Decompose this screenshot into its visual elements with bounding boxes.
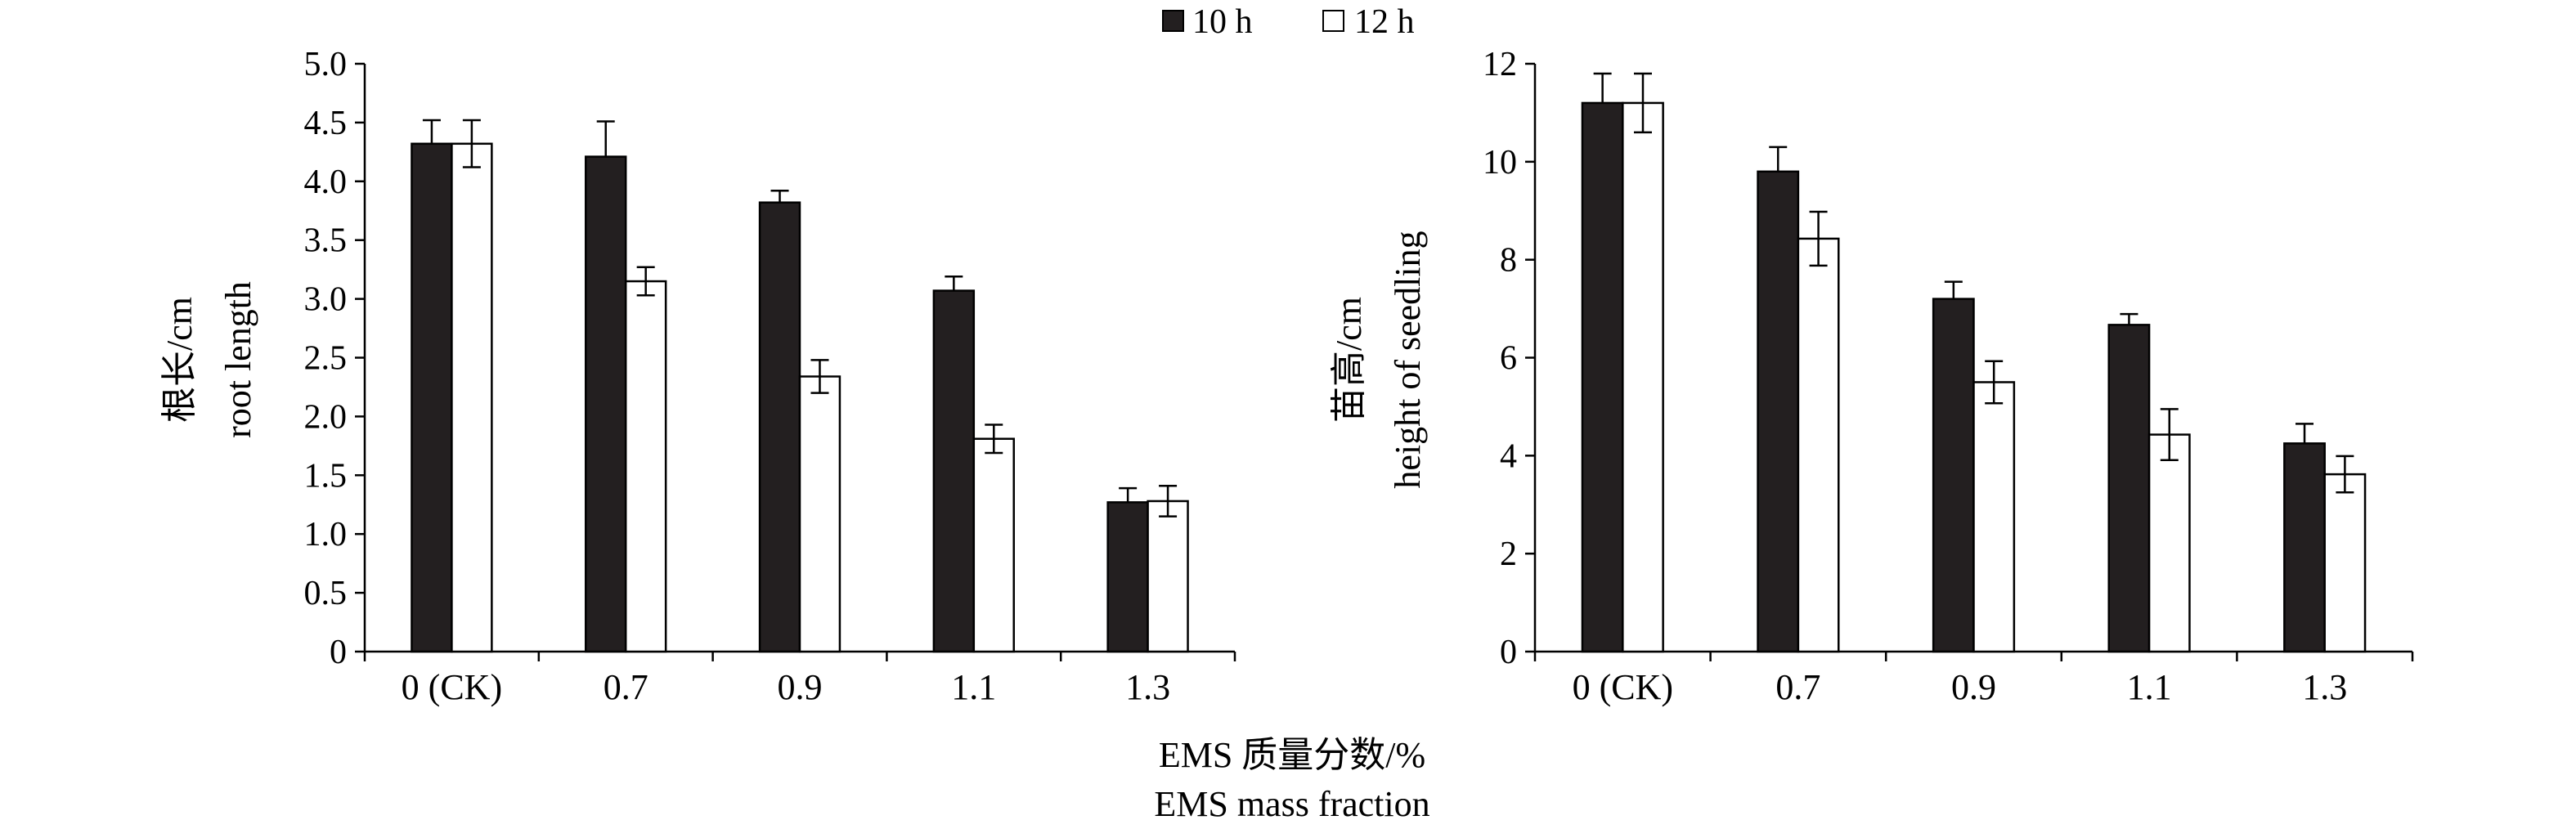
bar-12h xyxy=(798,375,841,653)
bar-12h xyxy=(451,142,493,653)
y-tick-label: 1.5 xyxy=(304,457,348,495)
bar-12h xyxy=(1972,381,2016,653)
bar-10h xyxy=(585,155,627,653)
bar-12h xyxy=(624,280,667,653)
bar-12h xyxy=(1147,500,1189,653)
bar-12h xyxy=(1622,101,1664,653)
y-tick-label: 4.0 xyxy=(304,164,348,201)
bar-10h xyxy=(758,201,801,653)
x-tick-label: 1.3 xyxy=(1125,667,1170,707)
bar-12h xyxy=(1797,237,1840,653)
y-tick-label: 6 xyxy=(1500,340,1517,378)
y-tick-label: 3.0 xyxy=(304,281,348,319)
bar-12h xyxy=(2147,433,2191,653)
y-tick-label: 5.0 xyxy=(304,46,348,83)
x-tick-label: 0.7 xyxy=(1775,667,1820,707)
y-tick-label: 2.0 xyxy=(304,398,348,436)
x-axis-label-en: EMS mass fraction xyxy=(1154,784,1429,824)
bar-10h xyxy=(1757,170,1800,653)
y-tick-label: 2.5 xyxy=(304,340,348,378)
bar-12h xyxy=(972,437,1015,653)
bar-10h xyxy=(411,142,453,653)
y-axis-label-en: root length xyxy=(218,281,258,438)
bar-10h xyxy=(932,289,976,653)
y-tick-label: 2 xyxy=(1500,536,1517,573)
y-tick-label: 0 xyxy=(330,634,347,671)
x-tick-label: 1.3 xyxy=(2302,667,2347,707)
y-tick-label: 12 xyxy=(1483,46,1517,83)
bar-10h xyxy=(1932,298,1975,653)
legend-swatch-10h xyxy=(1162,10,1184,32)
legend-label-10h: 10 h xyxy=(1192,3,1253,41)
y-tick-label: 8 xyxy=(1500,242,1517,280)
root-length-chart: 0 0.5 1.0 1.5 2.0 2.5 3.0 3.5 4.0 4.5 5.0 0 (CK) 0.7… xyxy=(159,46,1236,707)
x-tick-label: 0 (CK) xyxy=(1573,667,1673,707)
bar-10h xyxy=(2283,442,2326,653)
x-tick-label: 0.9 xyxy=(1951,667,1996,707)
x-tick-label: 0.7 xyxy=(604,667,648,707)
y-axis-label-en: height of seedling xyxy=(1388,231,1428,488)
y-tick-label: 3.5 xyxy=(304,222,348,260)
legend-swatch-12h xyxy=(1322,10,1344,32)
x-tick-label: 0 (CK) xyxy=(402,667,502,707)
legend: 10 h 12 h xyxy=(1162,3,1415,41)
x-tick-label: 1.1 xyxy=(2127,667,2172,707)
y-axis-label-cn: 苗高/cm xyxy=(1329,297,1369,423)
y-axis-label-cn: 根长/cm xyxy=(159,297,200,423)
seedling-height-chart: 0 2 4 6 8 10 12 0 (CK) 0.7 0.9 1.1 1.3 苗高/cm height o… xyxy=(1329,46,2414,707)
y-tick-label: 0.5 xyxy=(304,575,348,612)
legend-label-12h: 12 h xyxy=(1354,3,1415,41)
y-tick-label: 1.0 xyxy=(304,516,348,553)
y-tick-label: 4.5 xyxy=(304,105,348,142)
x-tick-label: 1.1 xyxy=(951,667,996,707)
y-tick-label: 4 xyxy=(1500,437,1517,475)
x-tick-label: 0.9 xyxy=(778,667,823,707)
bar-12h xyxy=(2323,473,2367,653)
bar-10h xyxy=(2107,324,2151,653)
bar-10h xyxy=(1106,501,1149,653)
y-tick-label: 10 xyxy=(1483,144,1517,181)
y-tick-label: 0 xyxy=(1500,634,1517,671)
bar-10h xyxy=(1581,101,1624,653)
x-axis-label-cn: EMS 质量分数/% xyxy=(1159,735,1425,775)
